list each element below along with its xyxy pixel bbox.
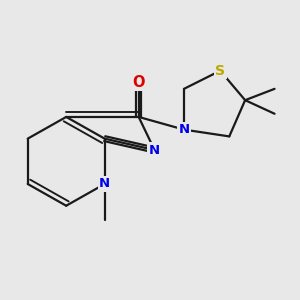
- Text: N: N: [149, 143, 160, 157]
- Text: N: N: [178, 123, 190, 136]
- Text: O: O: [132, 75, 145, 90]
- Text: N: N: [99, 178, 110, 190]
- Text: S: S: [215, 64, 225, 78]
